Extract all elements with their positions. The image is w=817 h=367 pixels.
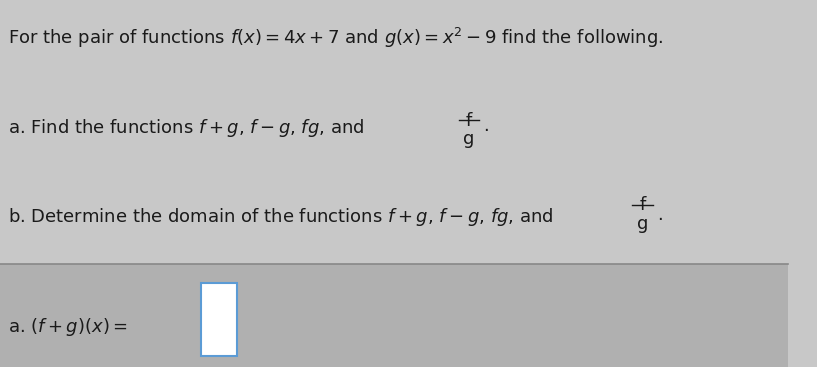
Text: f: f: [466, 112, 472, 130]
Text: g: g: [637, 215, 648, 233]
Text: .: .: [657, 206, 663, 224]
Text: a. Find the functions $f + g$, $f - g$, $fg$, and: a. Find the functions $f + g$, $f - g$, …: [8, 117, 366, 139]
Text: a. $(f + g)(x) = $: a. $(f + g)(x) = $: [8, 316, 127, 338]
Text: f: f: [640, 196, 645, 214]
Text: g: g: [463, 130, 475, 148]
Text: b. Determine the domain of the functions $f + g$, $f - g$, $fg$, and: b. Determine the domain of the functions…: [8, 206, 555, 228]
Bar: [0, 264, 788, 367]
Text: .: .: [484, 117, 489, 135]
Text: For the pair of functions $f(x) = 4x + 7$ and $g(x) = x^2 - 9$ find the followin: For the pair of functions $f(x) = 4x + 7…: [8, 26, 663, 50]
FancyBboxPatch shape: [201, 283, 237, 356]
